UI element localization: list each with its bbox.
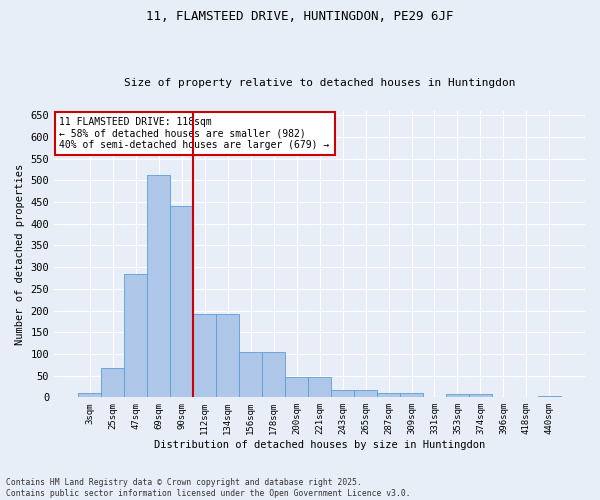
Bar	[538, 396, 561, 398]
Bar	[170, 206, 193, 398]
Bar	[377, 393, 400, 398]
Bar	[239, 352, 262, 398]
Bar	[124, 274, 147, 398]
Bar	[216, 314, 239, 398]
Bar	[262, 352, 285, 398]
Title: Size of property relative to detached houses in Huntingdon: Size of property relative to detached ho…	[124, 78, 515, 88]
Bar	[446, 394, 469, 398]
Text: 11 FLAMSTEED DRIVE: 118sqm
← 58% of detached houses are smaller (982)
40% of sem: 11 FLAMSTEED DRIVE: 118sqm ← 58% of deta…	[59, 116, 330, 150]
Bar	[147, 175, 170, 398]
Bar	[469, 394, 492, 398]
Bar	[354, 390, 377, 398]
Bar	[308, 378, 331, 398]
Bar	[193, 314, 216, 398]
Bar	[285, 378, 308, 398]
Text: 11, FLAMSTEED DRIVE, HUNTINGDON, PE29 6JF: 11, FLAMSTEED DRIVE, HUNTINGDON, PE29 6J…	[146, 10, 454, 23]
X-axis label: Distribution of detached houses by size in Huntingdon: Distribution of detached houses by size …	[154, 440, 485, 450]
Bar	[400, 393, 423, 398]
Bar	[101, 368, 124, 398]
Bar	[331, 390, 354, 398]
Bar	[78, 393, 101, 398]
Text: Contains HM Land Registry data © Crown copyright and database right 2025.
Contai: Contains HM Land Registry data © Crown c…	[6, 478, 410, 498]
Y-axis label: Number of detached properties: Number of detached properties	[15, 164, 25, 345]
